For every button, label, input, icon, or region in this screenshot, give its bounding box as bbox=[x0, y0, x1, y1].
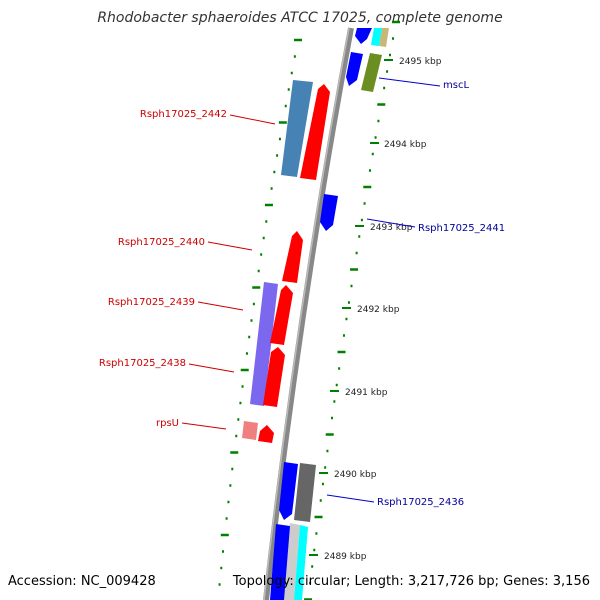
gene-rsph17025-2436 bbox=[279, 462, 298, 520]
leader-rpsu bbox=[181, 422, 227, 430]
gene-labels: mscL Rsph17025_2442 Rsph17025_2441 Rsph1… bbox=[99, 80, 505, 508]
leader-rsph17025-2442 bbox=[229, 114, 276, 125]
backbone-arc bbox=[263, 27, 354, 600]
forward-gene-track bbox=[258, 84, 330, 443]
gene-label-mscl: mscL bbox=[443, 80, 469, 91]
scale-label-2494: 2494 kbp bbox=[384, 140, 427, 150]
cog-block-rsph17025-2439 bbox=[250, 282, 278, 406]
leader-rsph17025-2440 bbox=[207, 241, 253, 251]
gene-rpsu bbox=[258, 425, 274, 443]
cog-block-bottom-cyan bbox=[294, 525, 308, 600]
cog-block-top-cyan bbox=[371, 28, 382, 46]
leader-mscl bbox=[378, 77, 441, 87]
gene-bottom-blue bbox=[270, 524, 290, 600]
cog-block-bottom-gray bbox=[283, 523, 300, 600]
scale-label-2490: 2490 kbp bbox=[334, 470, 377, 480]
gene-rsph17025-2441 bbox=[320, 194, 338, 231]
leader-rsph17025-2439 bbox=[197, 301, 244, 311]
scale-labels: 2495 kbp 2494 kbp 2493 kbp 2492 kbp 2491… bbox=[309, 57, 442, 562]
gene-label-rsph17025-2439: Rsph17025_2439 bbox=[108, 297, 195, 308]
scale-label-2493: 2493 kbp bbox=[370, 223, 413, 233]
gene-label-rsph17025-2438: Rsph17025_2438 bbox=[99, 358, 186, 369]
gene-label-rsph17025-2442: Rsph17025_2442 bbox=[140, 109, 227, 120]
leader-rsph17025-2436 bbox=[326, 494, 375, 503]
gene-label-rsph17025-2436: Rsph17025_2436 bbox=[377, 497, 464, 508]
cog-block-mscl bbox=[361, 53, 382, 92]
gene-top-blue bbox=[355, 28, 372, 44]
topology-text: Topology: circular; Length: 3,217,726 bp… bbox=[232, 574, 590, 589]
leader-rsph17025-2438 bbox=[188, 363, 235, 373]
cog-block-rsph17025-2436 bbox=[294, 463, 316, 522]
gene-rsph17025-2440 bbox=[282, 231, 303, 283]
accession-text: Accession: NC_009428 bbox=[8, 574, 156, 589]
gene-label-rpsu: rpsU bbox=[156, 418, 179, 429]
gene-rsph17025-2439 bbox=[270, 285, 293, 345]
map-title: Rhodobacter sphaeroides ATCC 17025, comp… bbox=[97, 10, 503, 26]
cog-track bbox=[242, 28, 389, 600]
gene-rsph17025-2438 bbox=[263, 347, 285, 407]
backbone-highlight bbox=[263, 27, 350, 600]
leader-rsph17025-2441 bbox=[366, 218, 416, 228]
reverse-gene-track bbox=[270, 28, 372, 600]
label-leaders bbox=[181, 77, 441, 503]
gene-rsph17025-2442 bbox=[300, 84, 330, 180]
gene-mscl bbox=[346, 52, 363, 86]
cog-block-rpsu bbox=[242, 421, 258, 440]
cog-block-rsph17025-2442 bbox=[281, 80, 313, 177]
tick-ring-inner bbox=[218, 38, 302, 586]
cog-block-top-tan bbox=[379, 28, 389, 47]
scale-label-2491: 2491 kbp bbox=[345, 388, 388, 398]
scale-label-2489: 2489 kbp bbox=[324, 552, 367, 562]
scale-label-2495: 2495 kbp bbox=[399, 57, 442, 67]
gene-label-rsph17025-2440: Rsph17025_2440 bbox=[118, 237, 205, 248]
gene-label-rsph17025-2441: Rsph17025_2441 bbox=[418, 223, 505, 234]
scale-label-2492: 2492 kbp bbox=[357, 305, 400, 315]
